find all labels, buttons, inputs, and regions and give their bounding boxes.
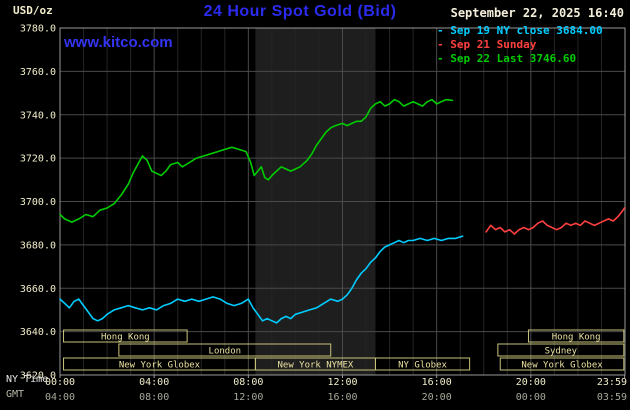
x-tick-label-ny: 08:00 — [233, 377, 263, 388]
session-label: NY Globex — [398, 361, 447, 371]
session-label: New York NYMEX — [277, 361, 353, 371]
x-tick-label-ny: 12:00 — [327, 377, 357, 388]
y-tick-label: 3760.0 — [20, 67, 56, 78]
session-label: London — [209, 347, 242, 357]
session-label: Sydney — [545, 347, 578, 357]
session-box — [63, 329, 188, 343]
x-tick-label-ny: 04:00 — [139, 377, 169, 388]
x-tick-label-gmt: 16:00 — [327, 392, 357, 403]
session-box — [374, 357, 471, 371]
x-tick-label-gmt: 04:00 — [45, 392, 75, 403]
x-tick-label-gmt: 03:59 — [597, 392, 627, 403]
x-tick-label-gmt: 08:00 — [139, 392, 169, 403]
y-tick-label: 3740.0 — [20, 110, 56, 121]
session-box — [527, 329, 625, 343]
y-tick-label: 3780.0 — [20, 24, 56, 35]
kitco-link[interactable]: www.kitco.com — [64, 34, 173, 51]
session-label: New York Globex — [521, 361, 603, 371]
x-tick-label-ny: 00:00 — [45, 377, 75, 388]
price-line — [59, 235, 464, 324]
x-tick-label-gmt: 20:00 — [422, 392, 452, 403]
y-tick-label: 3700.0 — [20, 197, 56, 208]
x-tick-label-gmt: 12:00 — [233, 392, 263, 403]
y-tick-label: 3720.0 — [20, 154, 56, 165]
session-box — [499, 357, 625, 371]
y-tick-label: 3660.0 — [20, 284, 56, 295]
y-tick-label: 3680.0 — [20, 240, 56, 251]
price-line — [485, 207, 626, 235]
x-tick-label-ny: 20:00 — [516, 377, 546, 388]
y-tick-label: 3640.0 — [20, 327, 56, 338]
session-box — [118, 343, 332, 357]
session-box — [497, 343, 625, 357]
session-label: New York Globex — [119, 361, 201, 371]
y-tick-label: 3620.0 — [20, 371, 56, 382]
price-line — [59, 98, 454, 223]
x-tick-label-gmt: 00:00 — [516, 392, 546, 403]
session-label: Hong Kong — [552, 333, 601, 343]
x-tick-label-ny: 16:00 — [422, 377, 452, 388]
session-label: Hong Kong — [101, 333, 150, 343]
x-tick-label-ny: 23:59 — [597, 377, 627, 388]
